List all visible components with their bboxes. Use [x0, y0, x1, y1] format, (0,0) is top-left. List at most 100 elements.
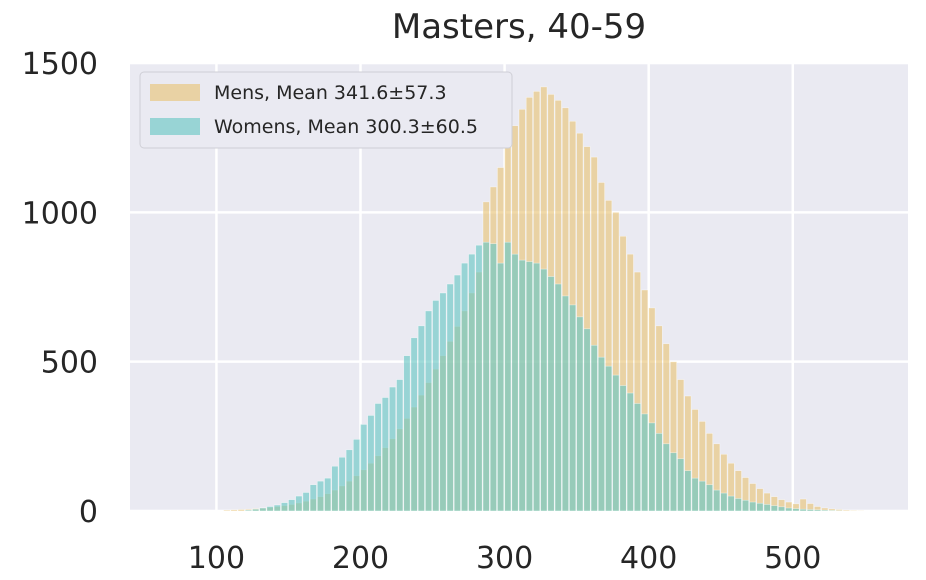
bar-womens	[677, 458, 685, 512]
x-tick-label: 400	[620, 541, 677, 576]
bar-womens	[353, 439, 361, 512]
bar-womens	[266, 506, 274, 512]
bar-womens	[489, 243, 497, 512]
bar-womens	[302, 492, 310, 512]
bar-womens	[619, 385, 627, 512]
bar-womens	[778, 506, 786, 512]
bar-womens	[425, 310, 433, 512]
bar-womens	[461, 262, 469, 512]
bar-womens	[432, 300, 440, 512]
bar-womens	[525, 261, 533, 512]
legend: Mens, Mean 341.6±57.3 Womens, Mean 300.3…	[139, 71, 513, 149]
bar-mens	[850, 510, 858, 512]
bar-womens	[785, 507, 793, 512]
legend-box	[139, 71, 513, 149]
bar-womens	[742, 499, 750, 512]
bar-womens	[288, 499, 296, 512]
bar-womens	[504, 241, 512, 512]
y-tick-label: 1000	[22, 196, 98, 231]
bar-womens	[561, 295, 569, 512]
bar-womens	[511, 253, 519, 512]
bar-womens	[641, 413, 649, 512]
bar-womens	[367, 415, 375, 512]
bar-womens	[727, 495, 735, 512]
bar-womens	[806, 509, 814, 512]
chart-title: Masters, 40-59	[392, 7, 646, 47]
bar-womens	[309, 484, 317, 512]
bar-mens	[230, 509, 238, 512]
bar-womens	[497, 262, 505, 512]
bar-womens	[605, 365, 613, 512]
bar-womens	[821, 509, 829, 512]
bar-womens	[626, 392, 634, 512]
bar-womens	[468, 253, 476, 512]
bar-womens	[453, 274, 461, 512]
bar-womens	[547, 276, 555, 512]
bar-womens	[280, 502, 288, 512]
bar-womens	[770, 505, 778, 512]
bar-womens	[396, 379, 404, 512]
bar-womens	[360, 424, 368, 512]
bar-womens	[338, 456, 346, 512]
y-tick-label: 1500	[22, 47, 98, 82]
bar-womens	[417, 325, 425, 512]
bar-womens	[590, 344, 598, 512]
x-tick-label: 500	[764, 541, 821, 576]
bar-mens	[237, 509, 245, 512]
bar-womens	[316, 480, 324, 512]
bar-womens	[749, 501, 757, 512]
bar-womens	[482, 241, 490, 512]
bar-womens	[446, 283, 454, 512]
bar-womens	[533, 262, 541, 512]
bar-womens	[713, 489, 721, 512]
bar-womens	[554, 283, 562, 512]
y-tick-label: 500	[41, 346, 98, 381]
x-tick-label: 300	[476, 541, 533, 576]
bar-womens	[684, 470, 692, 512]
bar-womens	[331, 465, 339, 512]
bar-womens	[273, 504, 281, 512]
bar-womens	[252, 508, 260, 512]
bar-womens	[259, 507, 267, 512]
bar-womens	[518, 259, 526, 512]
bar-womens	[756, 502, 764, 512]
bar-womens	[655, 433, 663, 512]
bar-womens	[540, 268, 548, 512]
bar-womens	[381, 397, 389, 512]
bar-womens	[720, 492, 728, 512]
bar-womens	[698, 480, 706, 512]
bar-womens	[475, 244, 483, 512]
bar-womens	[691, 477, 699, 512]
bar-womens	[583, 328, 591, 512]
bar-womens	[439, 292, 447, 512]
legend-swatch-womens	[150, 118, 200, 135]
bar-womens	[828, 510, 836, 512]
bar-womens	[569, 304, 577, 512]
bar-womens	[374, 403, 382, 512]
bar-mens	[223, 509, 231, 512]
bar-womens	[324, 477, 332, 512]
legend-label-womens: Womens, Mean 300.3±60.5	[214, 116, 478, 138]
bar-womens	[295, 495, 303, 512]
bar-womens	[612, 374, 620, 512]
x-tick-labels: 100 200 300 400 500	[188, 541, 822, 576]
x-tick-label: 200	[332, 541, 389, 576]
legend-label-mens: Mens, Mean 341.6±57.3	[214, 82, 447, 104]
bar-womens	[792, 508, 800, 512]
bar-womens	[648, 422, 656, 512]
bar-womens	[669, 452, 677, 512]
y-tick-label: 0	[79, 495, 98, 530]
bar-womens	[389, 386, 397, 512]
bar-womens	[734, 498, 742, 512]
bar-womens	[244, 509, 252, 512]
bar-womens	[662, 443, 670, 512]
bar-womens	[345, 449, 353, 512]
bar-mens	[842, 509, 850, 512]
y-tick-labels: 0 500 1000 1500	[22, 47, 98, 530]
legend-swatch-mens	[150, 84, 200, 101]
bar-womens	[705, 484, 714, 512]
bar-womens	[597, 356, 605, 512]
x-tick-label: 100	[188, 541, 245, 576]
bar-womens	[403, 355, 411, 512]
